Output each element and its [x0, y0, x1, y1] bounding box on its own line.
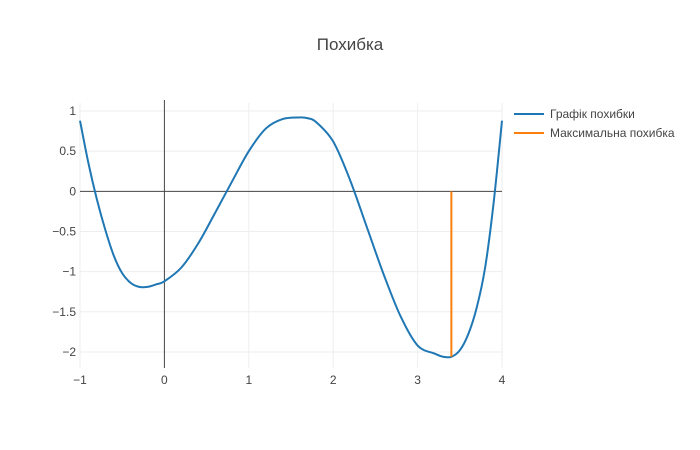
series-line-0: [79, 116, 503, 359]
y-tick-label: −1.5: [52, 305, 76, 319]
x-tick-label: 3: [414, 373, 421, 387]
legend[interactable]: Графік похибки Максимальна похибка: [514, 107, 675, 140]
tick-labels: −1 0 1 2 3 4 1 0.5 0 −0.5 −1 −1.5 −2: [52, 104, 505, 387]
chart-title: Похибка: [317, 35, 384, 54]
y-tick-label: 1: [69, 104, 76, 118]
y-tick-label: −2: [62, 345, 76, 359]
x-tick-label: 1: [245, 373, 252, 387]
y-tick-label: 0.5: [59, 144, 76, 158]
x-tick-label: 0: [161, 373, 168, 387]
x-tick-label: 2: [330, 373, 337, 387]
y-tick-label: −0.5: [52, 224, 76, 238]
y-tick-label: 0: [69, 184, 76, 198]
grid: [79, 103, 503, 368]
y-tick-label: −1: [62, 265, 76, 279]
axes: [80, 100, 502, 368]
x-tick-label: −1: [73, 373, 87, 387]
plot-area: [79, 116, 503, 359]
legend-item[interactable]: Графік похибки: [514, 107, 635, 121]
x-tick-label: 4: [499, 373, 506, 387]
legend-label: Максимальна похибка: [550, 126, 675, 140]
legend-label: Графік похибки: [550, 107, 635, 121]
legend-item[interactable]: Максимальна похибка: [514, 126, 675, 140]
